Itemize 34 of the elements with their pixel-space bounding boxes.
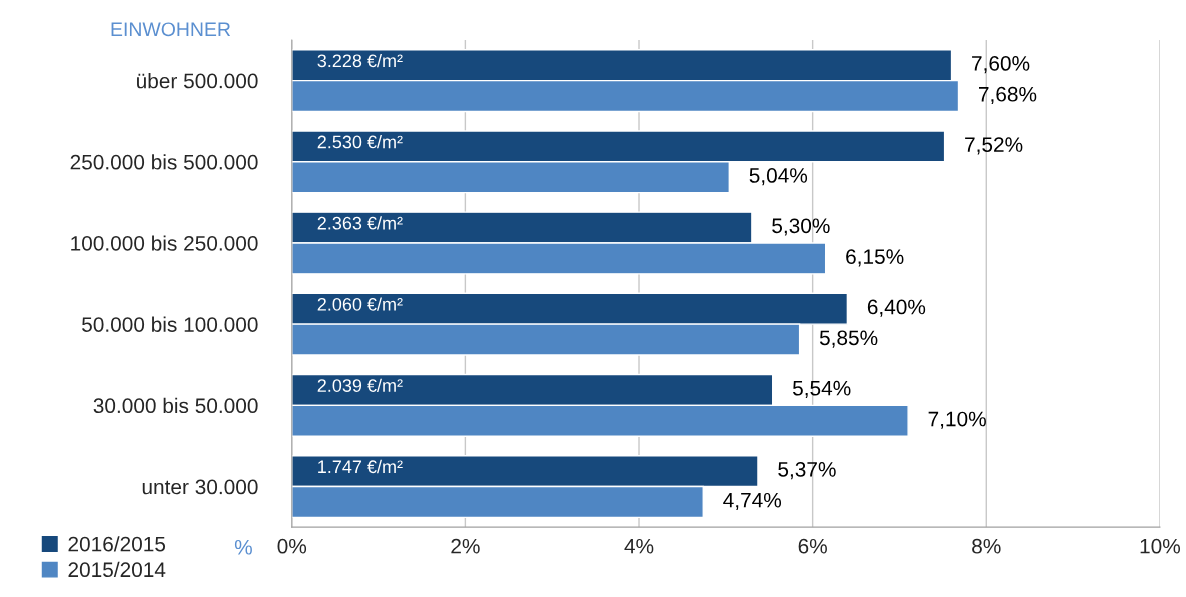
annotation: 2.060 €/m² xyxy=(317,297,403,311)
data-label: 6,40% xyxy=(867,299,926,317)
data-label: 5,54% xyxy=(792,380,851,398)
data-label: 4,74% xyxy=(723,492,782,511)
annotation: 3.228 €/m² xyxy=(317,53,403,68)
data-label: 6,15% xyxy=(846,249,904,267)
data-label: 5,04% xyxy=(749,168,808,186)
data-label: 7,52% xyxy=(965,137,1023,155)
data-label: 5,30% xyxy=(772,218,830,236)
x-tick-label: 8% xyxy=(972,538,1001,554)
y-tick-label: unter 30.000 xyxy=(142,479,258,495)
y-tick-label: 30.000 bis 50.000 xyxy=(93,397,258,414)
annotation: 2.530 €/m² xyxy=(317,135,403,149)
annotation: 2.363 €/m² xyxy=(317,216,403,230)
data-label: 7,60% xyxy=(972,56,1030,74)
x-tick-label: 0% xyxy=(277,538,307,554)
y-tick-label: 250.000 bis 500.000 xyxy=(70,154,258,170)
x-tick-label: 2% xyxy=(451,538,480,554)
x-axis-title: % xyxy=(234,539,252,555)
annotation: 1.747 €/m² xyxy=(318,459,403,474)
data-label: 7,10% xyxy=(928,411,986,429)
y-axis-title: EINWOHNER xyxy=(111,22,231,37)
x-tick-label: 4% xyxy=(624,538,654,554)
data-label: 5,37% xyxy=(778,461,836,480)
legend-label: 2015/2014 xyxy=(68,561,166,578)
data-label: 7,68% xyxy=(979,86,1037,105)
x-tick-label: 10% xyxy=(1140,538,1181,554)
data-label: 5,85% xyxy=(819,330,878,348)
y-tick-label: 100.000 bis 250.000 xyxy=(71,235,258,251)
legend-label: 2016/2015 xyxy=(68,536,166,552)
y-tick-label: über 500.000 xyxy=(137,73,258,89)
y-tick-label: 50.000 bis 100.000 xyxy=(82,316,258,332)
x-tick-label: 6% xyxy=(798,538,827,554)
annotation: 2.039 €/m² xyxy=(317,378,403,392)
